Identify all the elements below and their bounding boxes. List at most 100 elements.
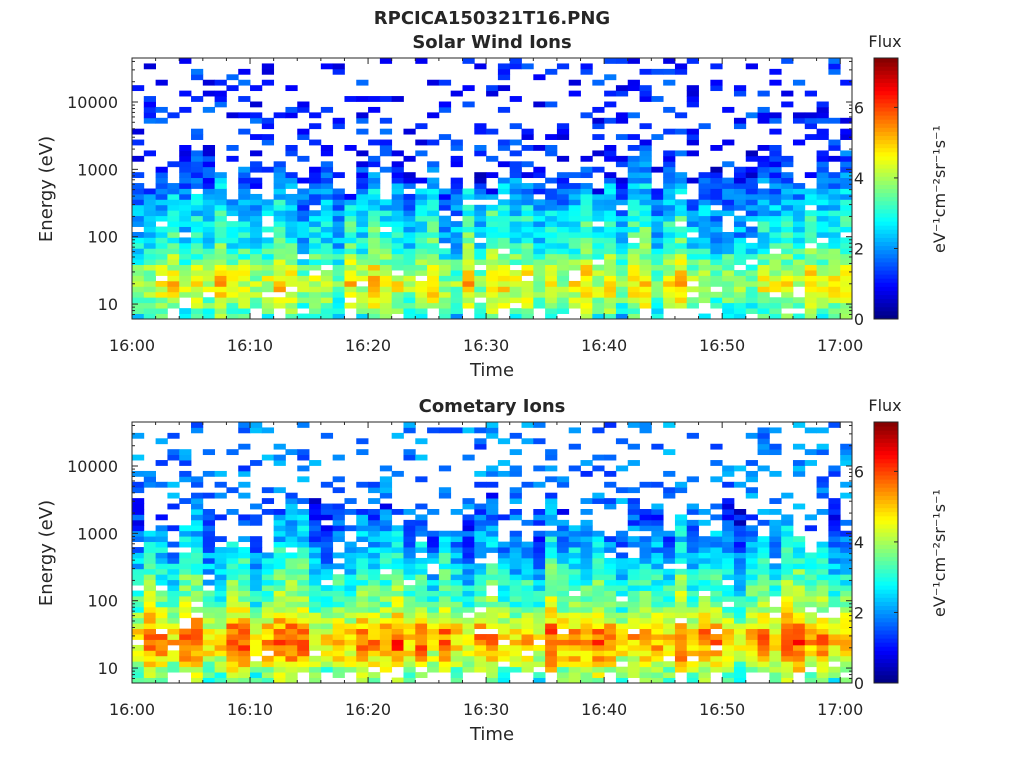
heatmap-cell bbox=[674, 215, 688, 222]
heatmap-cell bbox=[545, 606, 558, 613]
heatmap-cell bbox=[828, 253, 841, 260]
heatmap-cell bbox=[592, 313, 605, 320]
heatmap-cell bbox=[438, 232, 452, 238]
heatmap-cell bbox=[403, 519, 416, 526]
heatmap-cell bbox=[568, 465, 581, 472]
heatmap-cell bbox=[698, 270, 711, 276]
heatmap-cell bbox=[828, 585, 841, 591]
heatmap-cell bbox=[674, 612, 688, 619]
heatmap-cell bbox=[781, 574, 794, 581]
colorbar-segment bbox=[874, 147, 898, 153]
heatmap-cell bbox=[403, 650, 416, 657]
x-tick-label: 16:00 bbox=[109, 700, 155, 719]
heatmap-cell bbox=[391, 96, 404, 102]
colorbar-segment bbox=[874, 290, 898, 296]
heatmap-cell bbox=[356, 514, 369, 521]
heatmap-cell bbox=[486, 509, 499, 515]
heatmap-cell bbox=[155, 530, 168, 537]
heatmap-cell bbox=[545, 596, 558, 602]
heatmap-cell bbox=[214, 264, 227, 271]
heatmap-cell bbox=[486, 422, 499, 428]
heatmap-cell bbox=[320, 226, 334, 233]
heatmap-cell bbox=[261, 623, 275, 630]
heatmap-cell bbox=[403, 547, 416, 553]
y-tick-label: 100 bbox=[87, 592, 118, 611]
heatmap-cell bbox=[356, 166, 369, 173]
heatmap-cell bbox=[273, 661, 286, 668]
heatmap-cell bbox=[356, 96, 369, 102]
heatmap-cell bbox=[155, 280, 168, 287]
heatmap-cell bbox=[368, 601, 381, 608]
heatmap-cell bbox=[403, 628, 416, 635]
heatmap-cell bbox=[309, 253, 322, 260]
heatmap-cell bbox=[840, 313, 853, 320]
heatmap-cell bbox=[533, 536, 546, 543]
heatmap-cell bbox=[556, 264, 570, 271]
heatmap-cell bbox=[521, 291, 534, 298]
heatmap-cell bbox=[580, 221, 593, 227]
heatmap-cell bbox=[663, 449, 676, 456]
colorbar-segment bbox=[874, 605, 898, 611]
heatmap-cell bbox=[273, 536, 286, 543]
colorbar-segment bbox=[874, 601, 898, 607]
heatmap-cell bbox=[686, 574, 699, 581]
heatmap-cell bbox=[533, 286, 546, 293]
heatmap-cell bbox=[639, 242, 652, 249]
heatmap-cell bbox=[438, 552, 452, 559]
heatmap-cell bbox=[651, 237, 664, 244]
heatmap-cell bbox=[545, 503, 558, 510]
heatmap-cell bbox=[686, 259, 699, 266]
heatmap-cell bbox=[462, 58, 475, 64]
heatmap-cell bbox=[604, 259, 617, 266]
heatmap-cell bbox=[415, 237, 428, 244]
heatmap-cell bbox=[745, 661, 758, 668]
heatmap-cell bbox=[297, 661, 310, 668]
heatmap-cell bbox=[781, 617, 794, 624]
heatmap-cell bbox=[769, 286, 782, 293]
heatmap-cell bbox=[132, 514, 145, 521]
heatmap-cell bbox=[486, 188, 499, 195]
colorbar-segment bbox=[874, 306, 898, 312]
heatmap-cell bbox=[651, 443, 664, 450]
heatmap-cell bbox=[320, 503, 334, 510]
heatmap-cell bbox=[533, 422, 546, 428]
heatmap-cell bbox=[651, 655, 664, 662]
heatmap-cell bbox=[415, 313, 428, 320]
heatmap-cell bbox=[568, 536, 581, 543]
heatmap-cell bbox=[604, 253, 617, 260]
heatmap-cell bbox=[155, 601, 168, 608]
heatmap-cell bbox=[497, 563, 511, 570]
heatmap-cell bbox=[521, 308, 534, 314]
heatmap-cell bbox=[403, 612, 416, 619]
heatmap-cell bbox=[533, 166, 546, 173]
heatmap-cell bbox=[686, 215, 699, 222]
heatmap-cell bbox=[627, 210, 640, 217]
heatmap-cell bbox=[497, 612, 511, 619]
heatmap-cell bbox=[191, 530, 204, 537]
colorbar-segment bbox=[874, 286, 898, 291]
heatmap-cell bbox=[132, 432, 145, 439]
heatmap-cell bbox=[568, 557, 581, 564]
heatmap-cell bbox=[202, 568, 216, 575]
heatmap-cell bbox=[226, 677, 239, 684]
heatmap-cell bbox=[438, 280, 452, 287]
heatmap-cell bbox=[627, 666, 640, 673]
heatmap-cell bbox=[474, 302, 487, 309]
heatmap-cell bbox=[356, 215, 369, 222]
heatmap-cell bbox=[533, 438, 546, 445]
heatmap-cell bbox=[438, 302, 452, 309]
heatmap-cell bbox=[250, 634, 263, 640]
heatmap-cell bbox=[710, 264, 723, 271]
heatmap-cell bbox=[474, 172, 487, 179]
heatmap-cell bbox=[155, 650, 168, 657]
heatmap-cell bbox=[191, 297, 204, 304]
heatmap-cell bbox=[568, 259, 581, 266]
heatmap-cell bbox=[568, 563, 581, 570]
heatmap-cell bbox=[757, 432, 770, 439]
colorbar-tick-label: 0 bbox=[854, 310, 864, 329]
heatmap-cell bbox=[674, 248, 688, 255]
heatmap-cell bbox=[462, 280, 475, 287]
heatmap-cell bbox=[663, 579, 676, 586]
heatmap-cell bbox=[568, 237, 581, 244]
heatmap-cell bbox=[250, 193, 263, 200]
